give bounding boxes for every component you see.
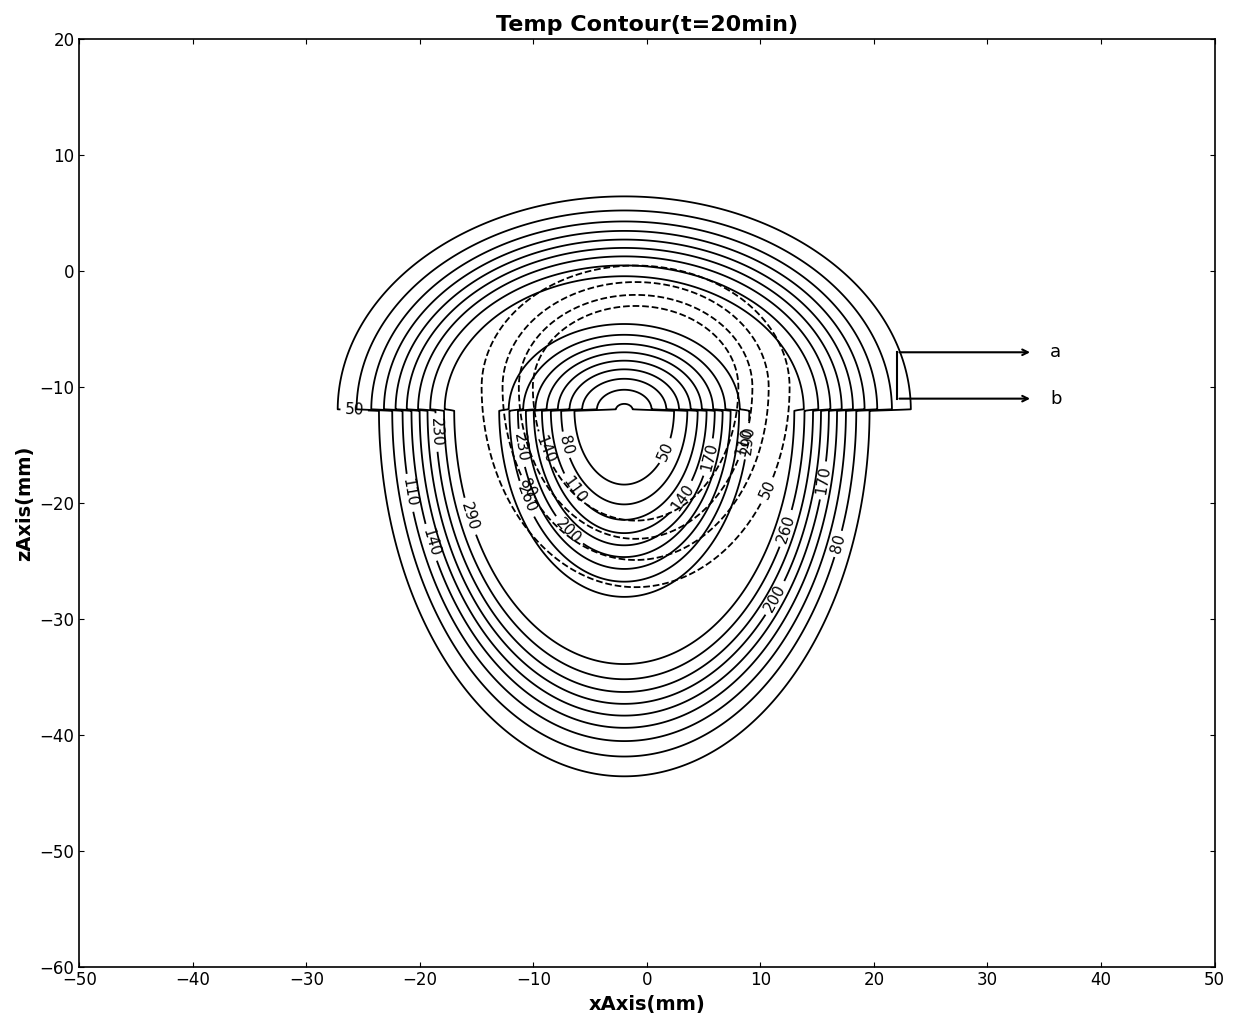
Text: 140: 140: [419, 527, 443, 559]
Text: 50: 50: [756, 477, 779, 502]
Text: 170: 170: [698, 441, 720, 473]
Text: 140: 140: [668, 482, 697, 513]
Text: 290: 290: [459, 500, 481, 532]
Text: 80: 80: [828, 533, 848, 556]
Text: 230: 230: [428, 418, 444, 448]
Y-axis label: zAxis(mm): zAxis(mm): [15, 446, 33, 561]
Text: 260: 260: [775, 512, 797, 544]
Text: 80: 80: [517, 476, 539, 500]
Text: 140: 140: [532, 433, 557, 466]
Text: 200: 200: [761, 581, 789, 614]
X-axis label: xAxis(mm): xAxis(mm): [589, 995, 706, 1014]
Text: 260: 260: [513, 483, 538, 516]
Text: 110: 110: [733, 426, 756, 458]
Text: a: a: [1050, 344, 1061, 361]
Text: 200: 200: [553, 516, 584, 546]
Title: Temp Contour(t=20min): Temp Contour(t=20min): [496, 15, 799, 35]
Text: 110: 110: [399, 477, 419, 508]
Text: 50: 50: [655, 439, 677, 463]
Text: 290: 290: [739, 425, 756, 456]
Text: 50: 50: [345, 402, 365, 418]
Text: 230: 230: [511, 432, 531, 463]
Text: b: b: [1050, 390, 1061, 407]
Text: 80: 80: [556, 433, 575, 456]
Text: 110: 110: [559, 474, 589, 506]
Text: 170: 170: [813, 465, 833, 496]
